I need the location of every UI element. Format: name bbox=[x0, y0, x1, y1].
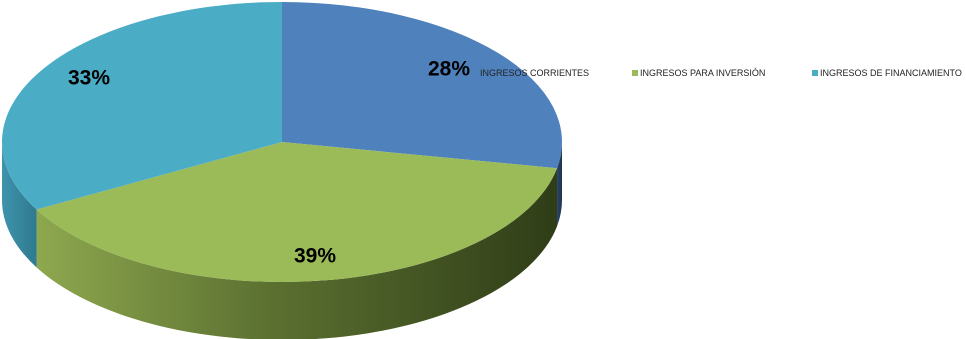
data-label-ingresos-inversion: 39% bbox=[294, 245, 336, 268]
legend-item-ingresos-corrientes: INGRESOS CORRIENTES bbox=[472, 68, 632, 78]
legend-item-ingresos-financiamiento: INGRESOS DE FINANCIAMIENTO bbox=[812, 68, 962, 78]
pie-slice-ingresos-inversion bbox=[36, 142, 558, 282]
legend-label-ingresos-inversion: INGRESOS PARA INVERSIÓN bbox=[640, 68, 766, 78]
pie-side-ingresos-corrientes bbox=[557, 142, 562, 227]
pie-side-ingresos-financiamiento bbox=[2, 142, 37, 268]
data-label-ingresos-financiamiento: 33% bbox=[68, 67, 110, 90]
data-label-ingresos-corrientes: 28% bbox=[428, 58, 470, 81]
legend: INGRESOS CORRIENTES INGRESOS PARA INVERS… bbox=[472, 68, 962, 78]
pie-slice-ingresos-financiamiento bbox=[1, 1, 283, 210]
legend-swatch-ingresos-corrientes bbox=[472, 70, 478, 76]
pie-side-ingresos-inversion bbox=[36, 168, 558, 339]
legend-swatch-ingresos-financiamiento bbox=[812, 70, 818, 76]
legend-item-ingresos-inversion: INGRESOS PARA INVERSIÓN bbox=[632, 68, 812, 78]
legend-swatch-ingresos-inversion bbox=[632, 70, 638, 76]
legend-label-ingresos-financiamiento: INGRESOS DE FINANCIAMIENTO bbox=[820, 68, 962, 78]
legend-label-ingresos-corrientes: INGRESOS CORRIENTES bbox=[480, 68, 590, 78]
pie-slice-ingresos-corrientes bbox=[282, 2, 562, 169]
